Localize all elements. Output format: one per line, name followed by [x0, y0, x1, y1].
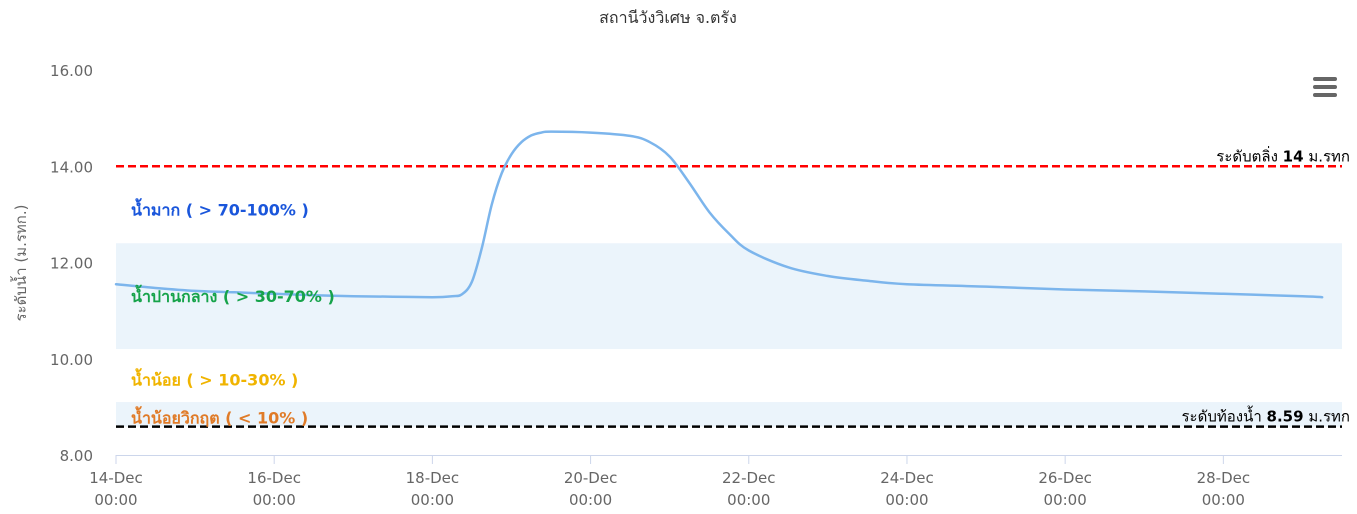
- y-axis-ticks: 8.00 10.00 12.00 14.00 16.00: [50, 62, 93, 465]
- band-label-1: น้ำปานกลาง ( > 30-70% ): [131, 284, 335, 306]
- x-tick-time: 00:00: [1044, 491, 1087, 509]
- y-tick-label: 12.00: [50, 255, 93, 273]
- x-tick-time: 00:00: [411, 491, 454, 509]
- x-tick-time: 00:00: [253, 491, 296, 509]
- reference-label-prefix: ระดับท้องน้ำ: [1181, 406, 1266, 426]
- reference-label-0: ระดับตลิ่ง 14 ม.รทก: [1216, 145, 1350, 165]
- y-tick-label: 14.00: [50, 158, 93, 176]
- x-tick-time: 00:00: [885, 491, 928, 509]
- band-3: [116, 402, 1342, 427]
- x-tick-date: 26-Dec: [1038, 469, 1092, 487]
- x-tick-date: 28-Dec: [1197, 469, 1251, 487]
- x-axis-ticks: 14-Dec 00:00 16-Dec 00:00 18-Dec 00:00 20-Dec 0…: [89, 455, 1250, 509]
- y-tick-label: 16.00: [50, 62, 93, 80]
- y-tick-label: 8.00: [60, 447, 93, 465]
- x-tick-date: 16-Dec: [247, 469, 301, 487]
- band-backgrounds: [116, 70, 1342, 427]
- series: [114, 130, 1324, 299]
- band-labels: น้ำมาก ( > 70-100% ) น้ำปานกลาง ( > 30-70…: [131, 198, 335, 428]
- reference-label-suffix: ม.รทก: [1304, 147, 1350, 165]
- x-tick-time: 00:00: [727, 491, 770, 509]
- x-tick-time: 00:00: [1202, 491, 1245, 509]
- reference-label-suffix: ม.รทก: [1304, 408, 1350, 426]
- reference-label-value: 14: [1283, 147, 1304, 165]
- reference-label-1: ระดับท้องน้ำ 8.59 ม.รทก: [1181, 406, 1350, 426]
- band-label-0: น้ำมาก ( > 70-100% ): [131, 198, 309, 220]
- band-0: [116, 70, 1342, 244]
- reference-label-value: 8.59: [1267, 408, 1304, 426]
- y-tick-label: 10.00: [50, 351, 93, 369]
- band-label-2: น้ำน้อย ( > 10-30% ): [131, 367, 298, 389]
- band-label-3: น้ำน้อยวิกฤต ( < 10% ): [131, 405, 308, 427]
- x-tick-date: 24-Dec: [880, 469, 934, 487]
- series-line-0: [114, 130, 1324, 299]
- band-2: [116, 349, 1342, 403]
- x-tick-time: 00:00: [94, 491, 137, 509]
- hamburger-menu-icon[interactable]: [1309, 73, 1341, 101]
- x-tick-date: 18-Dec: [406, 469, 460, 487]
- x-tick-date: 14-Dec: [89, 469, 143, 487]
- x-tick-date: 22-Dec: [722, 469, 776, 487]
- chart-title: สถานีวังวิเศษ จ.ตรัง: [599, 8, 737, 27]
- reference-label-prefix: ระดับตลิ่ง: [1216, 145, 1282, 165]
- x-tick-time: 00:00: [569, 491, 612, 509]
- x-tick-date: 20-Dec: [564, 469, 618, 487]
- y-axis-label: ระดับน้ำ (ม.รทก.): [10, 205, 30, 322]
